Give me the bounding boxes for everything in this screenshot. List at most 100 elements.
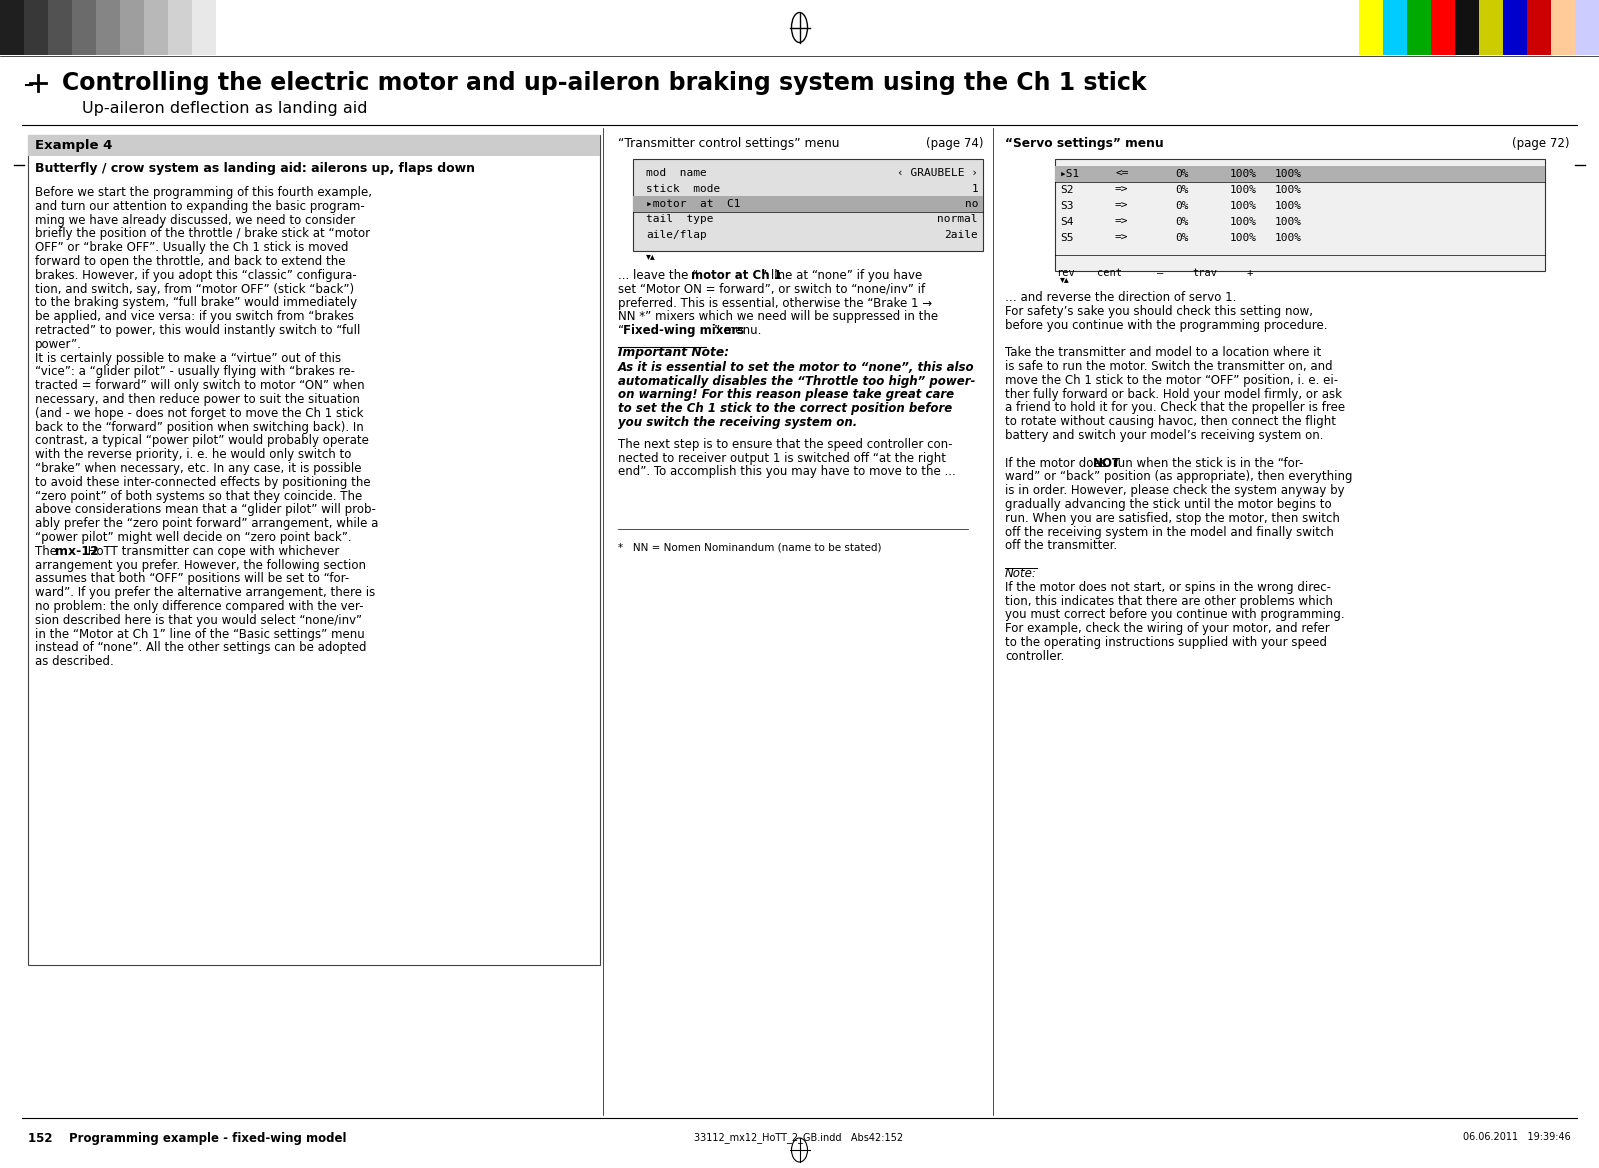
Text: off the receiving system in the model and finally switch: off the receiving system in the model an… (1006, 526, 1334, 538)
Text: with the reverse priority, i. e. he would only switch to: with the reverse priority, i. e. he woul… (35, 449, 352, 461)
Text: =>: => (1115, 232, 1129, 243)
Text: The next step is to ensure that the speed controller con-: The next step is to ensure that the spee… (617, 438, 953, 451)
Text: 100%: 100% (1230, 169, 1257, 179)
Text: be applied, and vice versa: if you switch from “brakes: be applied, and vice versa: if you switc… (35, 311, 353, 324)
Text: in the “Motor at Ch 1” line of the “Basic settings” menu: in the “Motor at Ch 1” line of the “Basi… (35, 627, 365, 640)
Bar (72, 0, 96, 55)
Bar (144, 0, 168, 55)
Text: (page 74): (page 74) (926, 137, 983, 150)
Text: =>: => (1115, 217, 1129, 227)
Text: ... leave the “: ... leave the “ (617, 269, 699, 281)
Text: battery and switch your model’s receiving system on.: battery and switch your model’s receivin… (1006, 429, 1324, 442)
Text: Butterfly / crow system as landing aid: ailerons up, flaps down: Butterfly / crow system as landing aid: … (35, 162, 475, 175)
Text: 0%: 0% (1175, 169, 1188, 179)
Text: Example 4: Example 4 (35, 139, 112, 152)
Text: tail  type: tail type (646, 215, 713, 224)
Text: OFF” or “brake OFF”. Usually the Ch 1 stick is moved: OFF” or “brake OFF”. Usually the Ch 1 st… (35, 242, 349, 255)
Text: Fixed-wing mixers: Fixed-wing mixers (624, 325, 744, 338)
Bar (96, 0, 120, 55)
Text: 100%: 100% (1274, 232, 1302, 243)
Bar (120, 0, 144, 55)
Text: above considerations mean that a “glider pilot” will prob-: above considerations mean that a “glider… (35, 503, 376, 516)
Text: ming we have already discussed, we need to consider: ming we have already discussed, we need … (35, 214, 355, 227)
Text: ” menu.: ” menu. (713, 325, 761, 338)
Text: motor at Ch 1: motor at Ch 1 (691, 269, 782, 281)
Text: back to the “forward” position when switching back). In: back to the “forward” position when swit… (35, 420, 363, 433)
Text: 100%: 100% (1274, 185, 1302, 195)
Bar (1527, 0, 1551, 55)
Text: retracted” to power, this would instantly switch to “full: retracted” to power, this would instantl… (35, 324, 360, 338)
Text: “Servo settings” menu: “Servo settings” menu (1006, 137, 1164, 150)
Text: to avoid these inter-connected effects by positioning the: to avoid these inter-connected effects b… (35, 475, 371, 488)
Text: 0%: 0% (1175, 232, 1188, 243)
Bar (168, 0, 192, 55)
Text: Controlling the electric motor and up-aileron braking system using the Ch 1 stic: Controlling the electric motor and up-ai… (62, 71, 1146, 95)
Text: to rotate without causing havoc, then connect the flight: to rotate without causing havoc, then co… (1006, 415, 1337, 429)
Text: as described.: as described. (35, 655, 114, 668)
Text: … and reverse the direction of servo 1.: … and reverse the direction of servo 1. (1006, 291, 1236, 304)
Bar (1503, 0, 1527, 55)
Text: ▾▴: ▾▴ (646, 251, 656, 260)
Text: 100%: 100% (1230, 217, 1257, 227)
Text: 1: 1 (971, 183, 979, 194)
Text: Up-aileron deflection as landing aid: Up-aileron deflection as landing aid (82, 100, 368, 116)
Bar (1455, 0, 1479, 55)
Text: and turn our attention to expanding the basic program-: and turn our attention to expanding the … (35, 200, 365, 213)
Text: aile/flap: aile/flap (646, 230, 707, 239)
Text: S2: S2 (1060, 185, 1073, 195)
Text: <=: <= (1115, 169, 1129, 179)
Text: 0%: 0% (1175, 217, 1188, 227)
Text: 100%: 100% (1274, 169, 1302, 179)
Text: controller.: controller. (1006, 649, 1065, 662)
Bar (24, 0, 48, 55)
Text: rev: rev (1055, 267, 1075, 278)
Text: you must correct before you continue with programming.: you must correct before you continue wit… (1006, 609, 1345, 621)
Text: “zero point” of both systems so that they coincide. The: “zero point” of both systems so that the… (35, 489, 363, 502)
Text: assumes that both “OFF” positions will be set to “for-: assumes that both “OFF” positions will b… (35, 572, 349, 585)
Bar (1479, 0, 1503, 55)
Text: normal: normal (937, 215, 979, 224)
Text: 152    Programming example - fixed-wing model: 152 Programming example - fixed-wing mod… (29, 1132, 347, 1145)
Text: automatically disables the “Throttle too high” power-: automatically disables the “Throttle too… (617, 375, 975, 388)
Bar (1055, 159, 1545, 271)
Text: +: + (1247, 267, 1254, 278)
Text: necessary, and then reduce power to suit the situation: necessary, and then reduce power to suit… (35, 392, 360, 406)
Text: ably prefer the “zero point forward” arrangement, while a: ably prefer the “zero point forward” arr… (35, 517, 379, 530)
Text: “brake” when necessary, etc. In any case, it is possible: “brake” when necessary, etc. In any case… (35, 463, 361, 475)
Text: run. When you are satisfied, stop the motor, then switch: run. When you are satisfied, stop the mo… (1006, 512, 1340, 524)
Text: 0%: 0% (1175, 185, 1188, 195)
Text: HoTT transmitter can cope with whichever: HoTT transmitter can cope with whichever (83, 544, 339, 558)
Text: preferred. This is essential, otherwise the “Brake 1 →: preferred. This is essential, otherwise … (617, 297, 932, 310)
Text: 0%: 0% (1175, 201, 1188, 211)
Text: mx-12: mx-12 (54, 544, 99, 558)
Text: arrangement you prefer. However, the following section: arrangement you prefer. However, the fol… (35, 558, 366, 571)
Text: move the Ch 1 stick to the motor “OFF” position, i. e. ei-: move the Ch 1 stick to the motor “OFF” p… (1006, 374, 1338, 387)
Text: no: no (964, 199, 979, 209)
Text: NOT: NOT (1092, 457, 1121, 470)
Text: a friend to hold it for you. Check that the propeller is free: a friend to hold it for you. Check that … (1006, 402, 1345, 415)
Text: you switch the receiving system on.: you switch the receiving system on. (617, 416, 857, 429)
Text: ▾▴: ▾▴ (1060, 274, 1070, 284)
Bar (1431, 0, 1455, 55)
Text: to the operating instructions supplied with your speed: to the operating instructions supplied w… (1006, 637, 1327, 649)
Text: trav: trav (1193, 267, 1217, 278)
Text: *   NN = Nomen Nominandum (name to be stated): * NN = Nomen Nominandum (name to be stat… (617, 542, 881, 552)
Text: nected to receiver output 1 is switched off “at the right: nected to receiver output 1 is switched … (617, 452, 947, 465)
Text: 06.06.2011   19:39:46: 06.06.2011 19:39:46 (1463, 1132, 1570, 1142)
Text: 100%: 100% (1274, 217, 1302, 227)
Text: “: “ (617, 325, 624, 338)
Text: As it is essential to set the motor to “none”, this also: As it is essential to set the motor to “… (617, 361, 975, 374)
Bar (1575, 0, 1599, 55)
Bar (1383, 0, 1407, 55)
Text: If the motor does: If the motor does (1006, 457, 1110, 470)
Text: Take the transmitter and model to a location where it: Take the transmitter and model to a loca… (1006, 346, 1321, 360)
Text: brakes. However, if you adopt this “classic” configura-: brakes. However, if you adopt this “clas… (35, 269, 357, 281)
Text: For safety’s sake you should check this setting now,: For safety’s sake you should check this … (1006, 305, 1313, 318)
Text: –: – (1156, 267, 1162, 278)
Bar (216, 0, 240, 55)
Text: sion described here is that you would select “none/inv”: sion described here is that you would se… (35, 614, 361, 627)
Text: 100%: 100% (1230, 201, 1257, 211)
Text: (and - we hope - does not forget to move the Ch 1 stick: (and - we hope - does not forget to move… (35, 406, 363, 419)
Bar (192, 0, 216, 55)
Text: S3: S3 (1060, 201, 1073, 211)
